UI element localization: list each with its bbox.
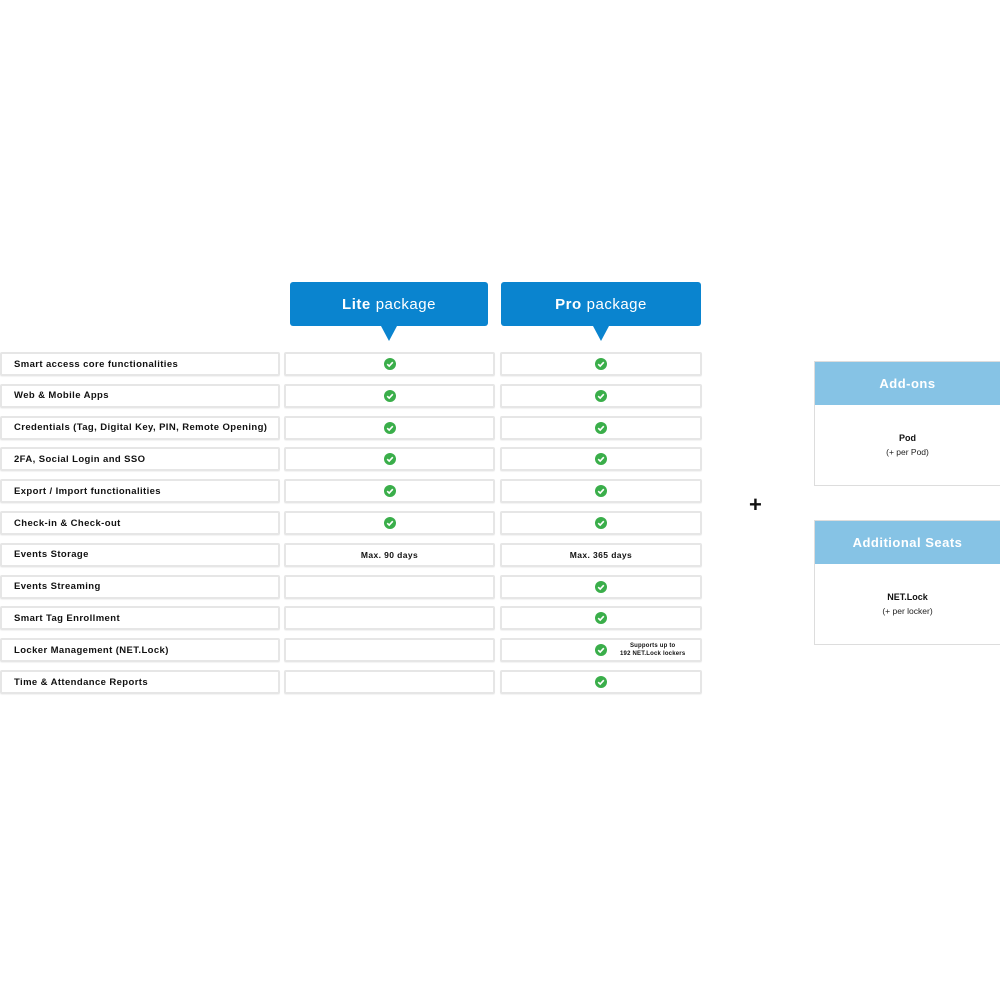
extra-item: NET.Lock <box>887 592 928 602</box>
value-text: Max. 365 days <box>569 549 633 560</box>
check-svg <box>595 644 607 657</box>
check-icon <box>595 358 607 370</box>
value-cell <box>500 383 702 408</box>
package-header: Lite package <box>290 282 488 341</box>
value-cell <box>284 511 495 535</box>
extra-detail: (+ per locker) <box>882 606 933 616</box>
feature-cell: Events Storage <box>0 542 280 567</box>
check-icon <box>383 517 396 529</box>
feature-cell: 2FA, Social Login and SSO <box>0 447 280 472</box>
check-icon <box>595 580 607 593</box>
value-cell <box>284 447 495 472</box>
check-icon <box>595 485 607 498</box>
note-line: 192 NET.Lock lockers <box>620 651 686 658</box>
value-cell <box>284 606 495 631</box>
check-icon <box>595 389 607 402</box>
value-cell <box>500 352 702 376</box>
check-svg <box>595 358 607 370</box>
extra-item: Pod <box>899 433 916 443</box>
check-svg <box>595 676 607 688</box>
check-svg <box>383 389 396 402</box>
value-cell: Max. 90 days <box>284 542 495 567</box>
extra-title: Additional Seats <box>815 521 1000 564</box>
check-svg <box>595 612 607 625</box>
value-cell <box>284 574 495 599</box>
package-suffix: package <box>586 295 647 313</box>
value-cell <box>500 447 702 472</box>
value-cell: Supports up to 192 NET.Lock lockers <box>500 638 702 663</box>
check-icon <box>595 421 607 434</box>
value-cell <box>284 383 495 408</box>
check-svg <box>595 517 607 529</box>
check-svg <box>383 421 396 434</box>
check-icon <box>595 453 607 466</box>
check-svg <box>383 453 396 466</box>
check-svg <box>595 580 607 593</box>
check-svg <box>383 485 396 498</box>
value-text: Max. 90 days <box>360 549 419 560</box>
value-cell <box>500 479 702 504</box>
check-icon <box>595 517 607 529</box>
check-icon <box>383 358 396 370</box>
feature-cell: Events Streaming <box>0 574 280 599</box>
check-icon <box>595 676 607 688</box>
check-svg <box>595 421 607 434</box>
value-cell <box>284 415 495 440</box>
check-icon <box>383 485 396 498</box>
value-cell <box>284 352 495 376</box>
feature-cell: Smart Tag Enrollment <box>0 606 280 631</box>
feature-cell: Web & Mobile Apps <box>0 383 280 408</box>
check-icon <box>383 389 396 402</box>
note-line: Supports up to <box>629 643 676 650</box>
plus-sign: + <box>749 492 762 517</box>
feature-cell: Locker Management (NET.Lock) <box>0 638 280 663</box>
value-note: Supports up to 192 NET.Lock lockers <box>620 642 685 658</box>
check-svg <box>595 485 607 498</box>
value-cell <box>500 511 702 535</box>
value-cell: Max. 365 days <box>500 542 702 567</box>
check-icon <box>595 612 607 625</box>
package-suffix: package <box>375 295 436 313</box>
check-icon <box>383 421 396 434</box>
check-svg <box>595 389 607 402</box>
extra-title: Add-ons <box>815 362 1000 405</box>
feature-cell: Time & Attendance Reports <box>0 670 280 694</box>
value-cell <box>284 670 495 694</box>
package-header: Pro package <box>501 282 701 341</box>
extra-box: Additional Seats NET.Lock (+ per locker) <box>814 520 1000 645</box>
feature-cell: Check-in & Check-out <box>0 511 280 535</box>
value-cell <box>500 415 702 440</box>
value-cell <box>500 670 702 694</box>
value-cell <box>284 638 495 663</box>
check-svg <box>595 453 607 466</box>
package-name: Lite <box>342 295 371 313</box>
feature-cell: Smart access core functionalities <box>0 352 280 376</box>
package-name: Pro <box>555 295 582 313</box>
feature-cell: Export / Import functionalities <box>0 479 280 504</box>
value-cell <box>500 574 702 599</box>
value-cell <box>284 479 495 504</box>
extra-box: Add-ons Pod (+ per Pod) <box>814 361 1000 486</box>
check-icon <box>383 453 396 466</box>
check-icon <box>595 644 607 657</box>
value-cell <box>500 606 702 631</box>
extra-detail: (+ per Pod) <box>886 447 929 457</box>
check-svg <box>383 358 396 370</box>
feature-cell: Credentials (Tag, Digital Key, PIN, Remo… <box>0 415 280 440</box>
check-svg <box>383 517 396 529</box>
